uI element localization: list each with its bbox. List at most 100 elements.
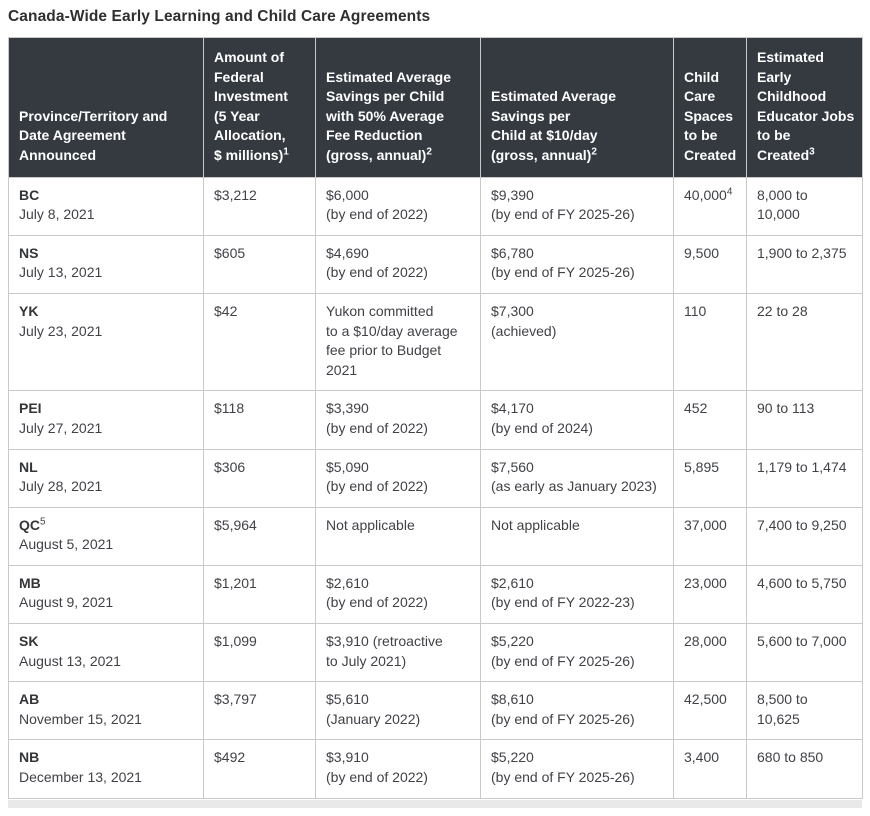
agreement-date: August 9, 2021 [19,594,114,611]
cell-savings-10-per-day: $5,220 (by end of FY 2025-26) [480,623,674,683]
cell-savings-50pct: $5,610 (January 2022) [315,681,481,741]
col-header-label: Province/Territory and Date Agreement An… [19,107,168,163]
cell-savings-10-per-day: $6,780 (by end of FY 2025-26) [480,234,674,294]
footnotes-band [8,799,862,808]
cell-federal-investment: $306 [203,448,316,508]
col-header-label: Estimated Average Savings per Child with… [326,68,452,163]
header-row: Province/Territory and Date Agreement An… [8,37,863,178]
footnote-marker: 2 [426,146,432,158]
cell-spaces-created: 110 [673,292,747,392]
cell-federal-investment: $3,797 [203,681,316,741]
cell-educator-jobs: 7,400 to 9,250 [746,506,863,566]
cell-spaces-created: 28,000 [673,623,747,683]
cell-savings-50pct: $3,910 (by end of 2022) [315,739,481,799]
cell-educator-jobs: 8,500 to 10,625 [746,681,863,741]
agreement-date: July 8, 2021 [19,206,95,223]
province-code: YK [19,302,39,319]
cell-savings-10-per-day: $7,560 (as early as January 2023) [480,448,674,508]
col-header-province-date: Province/Territory and Date Agreement An… [8,37,204,178]
cell-savings-10-per-day: $8,610 (by end of FY 2025-26) [480,681,674,741]
cell-province-date: NB December 13, 2021 [8,739,204,799]
cell-province-date: NL July 28, 2021 [8,448,204,508]
spaces-value: 3,400 [684,749,720,766]
cell-province-date: MB August 9, 2021 [8,564,204,625]
table-row: MB August 9, 2021 $1,201 $2,610 (by end o… [8,564,863,625]
cell-federal-investment: $118 [203,390,316,450]
cell-educator-jobs: 680 to 850 [746,739,863,799]
elcc-agreements-table: Province/Territory and Date Agreement An… [8,37,863,799]
cell-educator-jobs: 8,000 to 10,000 [746,176,863,236]
table-row: PEI July 27, 2021 $118 $3,390 (by end of … [8,390,863,450]
cell-savings-50pct: $3,390 (by end of 2022) [315,390,481,450]
cell-province-date: NS July 13, 2021 [8,234,204,294]
cell-savings-10-per-day: $7,300 (achieved) [480,292,674,392]
cell-spaces-created: 452 [673,390,747,450]
cell-province-date: PEI July 27, 2021 [8,390,204,450]
agreement-date: November 15, 2021 [19,710,142,727]
cell-educator-jobs: 4,600 to 5,750 [746,564,863,625]
spaces-value: 40,000 [684,186,727,203]
cell-province-date: BC July 8, 2021 [8,176,204,236]
table-header: Province/Territory and Date Agreement An… [8,37,863,178]
agreement-date: July 13, 2021 [19,264,103,281]
cell-savings-50pct: $3,910 (retroactive to July 2021) [315,623,481,683]
spaces-value: 28,000 [684,633,727,650]
province-code: NS [19,244,39,261]
province-code: AB [19,691,40,708]
cell-federal-investment: $1,201 [203,564,316,625]
cell-savings-50pct: Not applicable [315,506,481,566]
cell-savings-10-per-day: Not applicable [480,506,674,566]
cell-savings-10-per-day: $5,220 (by end of FY 2025-26) [480,739,674,799]
spaces-value: 5,895 [684,458,720,475]
province-code: QC [19,516,40,533]
cell-spaces-created: 3,400 [673,739,747,799]
col-header-educator-jobs: Estimated Early Childhood Educator Jobs … [746,37,863,178]
cell-educator-jobs: 1,900 to 2,375 [746,234,863,294]
province-code: PEI [19,400,42,417]
province-code: MB [19,574,41,591]
cell-spaces-created: 9,500 [673,234,747,294]
agreement-date: July 27, 2021 [19,419,103,436]
table-row: BC July 8, 2021 $3,212 $6,000 (by end of … [8,176,863,236]
spaces-value: 42,500 [684,691,727,708]
table-row: NL July 28, 2021 $306 $5,090 (by end of 2… [8,448,863,508]
cell-educator-jobs: 90 to 113 [746,390,863,450]
cell-spaces-created: 5,895 [673,448,747,508]
spaces-value: 110 [684,302,707,319]
table-row: AB November 15, 2021 $3,797 $5,610 (Janua… [8,681,863,741]
cell-educator-jobs: 22 to 28 [746,292,863,392]
footnote-marker: 2 [591,146,597,158]
agreement-date: July 23, 2021 [19,322,103,339]
col-header-label: Estimated Average Savings per Child at $… [491,88,617,163]
cell-savings-10-per-day: $9,390 (by end of FY 2025-26) [480,176,674,236]
cell-federal-investment: $1,099 [203,623,316,683]
spaces-value: 37,000 [684,516,727,533]
spaces-value: 23,000 [684,574,727,591]
spaces-value: 452 [684,400,708,417]
cell-province-date: AB November 15, 2021 [8,681,204,741]
table-row: YK July 23, 2021 $42 Yukon committed to a… [8,292,863,392]
cell-federal-investment: $492 [203,739,316,799]
col-header-spaces-created: Child Care Spaces to be Created [673,37,747,178]
cell-province-date: YK July 23, 2021 [8,292,204,392]
province-code: BC [19,186,40,203]
spaces-value: 9,500 [684,244,720,261]
table-row: NB December 13, 2021 $492 $3,910 (by end … [8,739,863,799]
col-header-label: Child Care Spaces to be Created [684,68,737,163]
cell-federal-investment: $5,964 [203,506,316,566]
col-header-label: Amount of Federal Investment (5 Year All… [214,49,288,163]
col-header-savings-50pct: Estimated Average Savings per Child with… [315,37,481,178]
table-row: NS July 13, 2021 $605 $4,690 (by end of 2… [8,234,863,294]
col-header-label: Estimated Early Childhood Educator Jobs … [757,49,855,163]
table-row: SK August 13, 2021 $1,099 $3,910 (retroac… [8,623,863,683]
province-code: NB [19,749,40,766]
cell-savings-50pct: $5,090 (by end of 2022) [315,448,481,508]
footnote-marker: 4 [726,185,733,197]
footnote-marker: 1 [283,146,289,158]
cell-educator-jobs: 5,600 to 7,000 [746,623,863,683]
cell-federal-investment: $3,212 [203,176,316,236]
cell-educator-jobs: 1,179 to 1,474 [746,448,863,508]
page-title: Canada-Wide Early Learning and Child Car… [8,8,431,25]
cell-province-date: QC5 August 5, 2021 [8,506,204,566]
cell-savings-50pct: $4,690 (by end of 2022) [315,234,481,294]
